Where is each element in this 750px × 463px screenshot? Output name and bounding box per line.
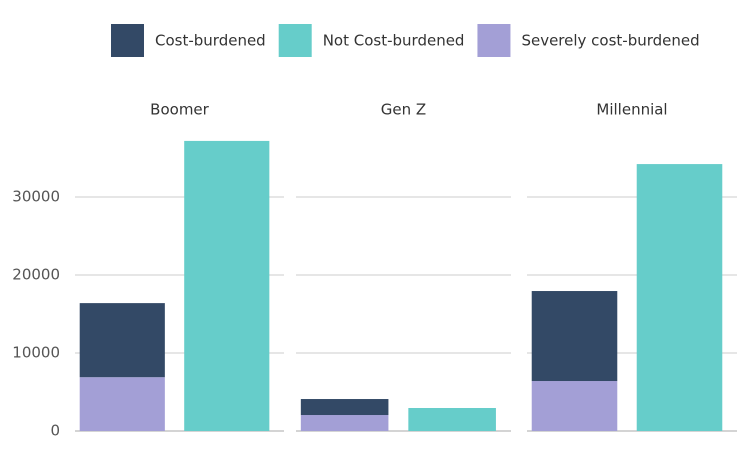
- legend-swatch: [278, 24, 312, 57]
- bar: [79, 377, 165, 431]
- facet-title: Boomer: [150, 101, 209, 119]
- legend-label: Severely cost-burdened: [521, 32, 699, 50]
- bar: [300, 399, 389, 416]
- bar: [79, 303, 165, 378]
- legend-label: Cost-burdened: [155, 32, 266, 50]
- legend-label: Not Cost-burdened: [323, 32, 465, 50]
- y-tick-label: 30000: [12, 188, 60, 206]
- bar: [408, 407, 496, 431]
- y-tick-label: 0: [50, 422, 60, 440]
- legend-swatch: [477, 24, 511, 57]
- bar: [184, 140, 270, 431]
- facet-title: Gen Z: [381, 101, 426, 119]
- y-tick-label: 10000: [12, 344, 60, 362]
- bar: [300, 415, 389, 431]
- legend-swatch: [111, 24, 144, 57]
- y-tick-label: 20000: [12, 266, 60, 284]
- bar: [636, 164, 723, 431]
- bar: [531, 381, 618, 431]
- bar: [531, 291, 618, 382]
- facet-title: Millennial: [596, 101, 667, 119]
